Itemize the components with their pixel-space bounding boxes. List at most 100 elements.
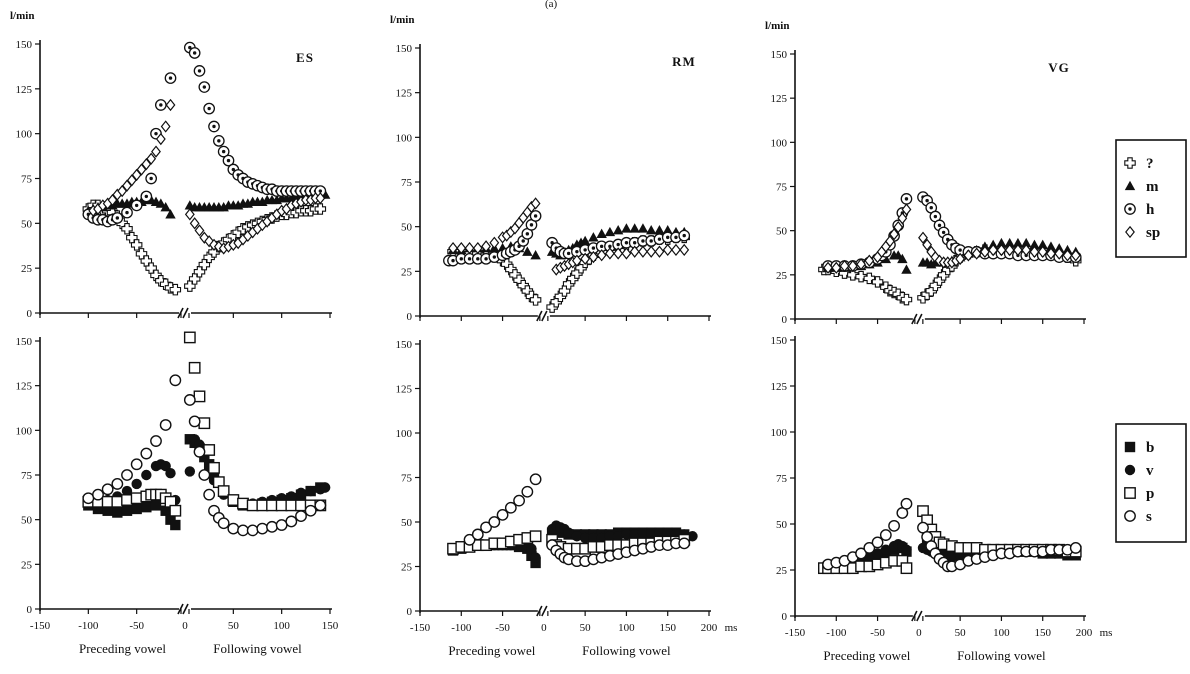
data-point <box>198 417 211 430</box>
data-point <box>160 505 171 516</box>
data-point <box>646 527 657 538</box>
data-point <box>526 543 537 554</box>
legend-label: ? <box>1146 156 1154 172</box>
data-point <box>513 494 525 507</box>
data-point <box>1037 245 1048 259</box>
x-tick-label: ms <box>1100 627 1113 639</box>
data-point <box>169 504 182 517</box>
data-point <box>604 247 615 260</box>
y-tick-label: 50 <box>21 218 33 230</box>
series-sp <box>448 197 690 276</box>
data-point <box>146 152 157 165</box>
data-point <box>285 499 298 512</box>
x-tick-label: 50 <box>580 622 592 634</box>
data-point <box>831 261 842 274</box>
data-point <box>955 252 966 266</box>
data-point <box>141 157 152 171</box>
data-point <box>222 154 235 167</box>
data-point <box>169 283 182 296</box>
y-tick-label: 25 <box>21 263 33 275</box>
y-tick-label: 0 <box>782 611 788 623</box>
preceding-vowel-label: Preceding vowel <box>79 641 166 656</box>
data-point <box>646 245 657 258</box>
data-point <box>160 120 171 133</box>
data-point <box>579 532 591 544</box>
data-point <box>580 252 591 265</box>
data-point <box>319 482 331 493</box>
data-point <box>1045 241 1057 251</box>
data-point <box>204 235 215 248</box>
data-point <box>314 203 327 215</box>
data-point <box>871 276 884 288</box>
x-tick-label: 100 <box>618 622 635 634</box>
data-point <box>194 224 205 237</box>
preceding-vowel-label: Preceding vowel <box>823 648 910 663</box>
x-tick-label: 200 <box>1076 627 1093 639</box>
y-tick-label: 125 <box>396 88 413 100</box>
data-point <box>154 99 167 111</box>
series-sp <box>823 203 1081 274</box>
y-tick-label: 50 <box>776 226 788 238</box>
axis-break-mark <box>177 307 189 319</box>
data-point <box>679 243 690 257</box>
y-tick-label: 100 <box>16 425 33 437</box>
data-point <box>504 501 517 514</box>
data-point <box>678 229 691 242</box>
speaker-label: ES <box>296 50 314 65</box>
y-tick-label: 25 <box>776 565 788 577</box>
data-point <box>256 522 269 535</box>
y-tick-label: 50 <box>401 222 413 234</box>
y-tick-label: 150 <box>771 49 788 61</box>
legend-label: sp <box>1146 225 1160 241</box>
x-tick-label: 200 <box>701 622 718 634</box>
data-point <box>246 524 259 537</box>
legend-marker <box>1124 157 1136 169</box>
data-point <box>456 241 467 255</box>
data-point <box>579 235 591 246</box>
data-point <box>122 179 132 192</box>
data-point <box>823 261 833 274</box>
speaker-label: RM <box>672 54 696 69</box>
x-tick-label: 0 <box>541 622 547 634</box>
data-point <box>315 192 326 205</box>
data-point <box>266 499 278 512</box>
y-tick-label: 75 <box>401 177 413 189</box>
y-tick-label: 75 <box>21 174 33 186</box>
data-point <box>963 249 974 262</box>
data-point <box>530 250 541 260</box>
data-point <box>305 485 316 497</box>
data-point <box>165 209 176 219</box>
data-point <box>900 293 913 306</box>
data-point <box>996 243 1007 257</box>
data-point <box>1070 249 1081 262</box>
series-s <box>82 374 327 537</box>
data-point <box>131 478 142 490</box>
data-point <box>101 483 114 496</box>
y-tick-label: 150 <box>396 43 413 55</box>
y-tick-label: 0 <box>407 311 413 323</box>
x-tick-label: 100 <box>273 620 290 632</box>
preceding-vowel-label: Preceding vowel <box>448 643 535 658</box>
data-point <box>203 444 216 456</box>
data-point <box>629 529 640 540</box>
data-point <box>529 210 542 222</box>
data-point <box>897 212 908 225</box>
x-tick-label: -150 <box>785 627 806 639</box>
data-point <box>188 47 201 59</box>
data-point <box>266 520 278 533</box>
data-point <box>879 529 892 541</box>
data-point <box>170 519 181 531</box>
data-point <box>101 495 114 508</box>
y-tick-label: 50 <box>21 515 33 527</box>
data-point <box>208 120 220 133</box>
y-tick-label: 150 <box>16 336 33 348</box>
panel-vg-bottom: 0 25 50 75 100 125 150 -150 -100 -50 0 50 100 150 200 m… <box>771 335 1113 663</box>
y-tick-label: 50 <box>776 519 788 531</box>
data-point <box>588 250 599 264</box>
data-point <box>111 212 124 224</box>
x-tick-label: -50 <box>129 620 144 632</box>
data-point <box>629 223 640 233</box>
data-point <box>107 193 118 207</box>
data-point <box>136 163 147 176</box>
